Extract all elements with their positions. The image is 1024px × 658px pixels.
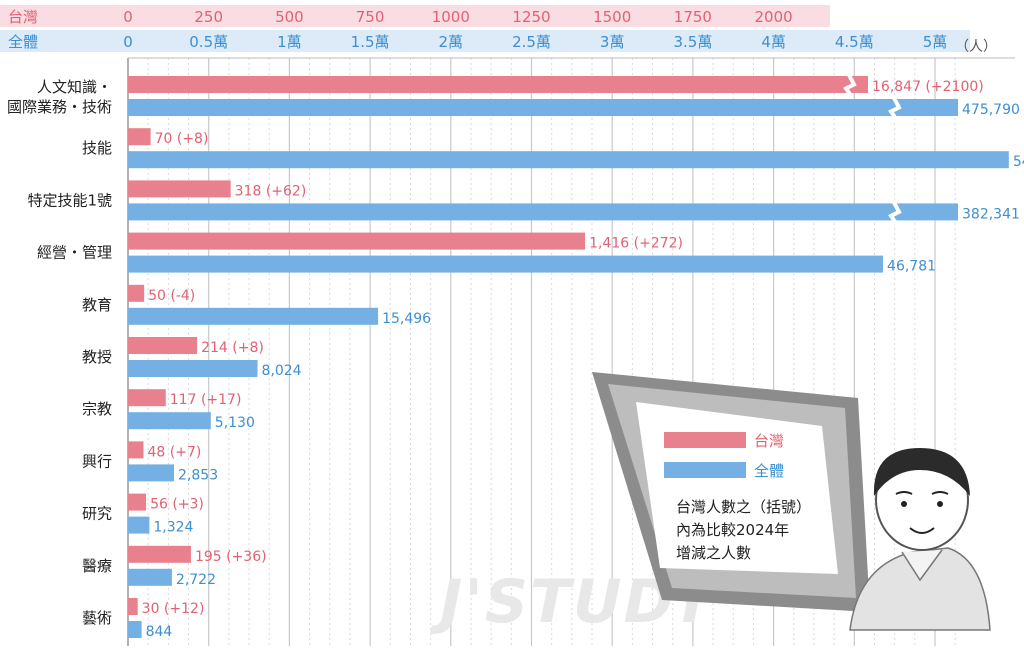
total-tick-label: 0 [123,33,133,51]
category-label: 人文知識・ [37,78,112,96]
taiwan-value-label: 117 (+17) [170,392,242,408]
total-value-label: 54,574 [1013,154,1024,170]
taiwan-value-label: 50 (-4) [148,288,195,304]
category-label: 特定技能1號 [27,191,112,209]
taiwan-tick-label: 1000 [432,8,470,26]
total-value-label: 1,324 [153,520,193,536]
taiwan-value-label: 195 (+36) [195,549,267,565]
total-bar [128,412,211,430]
total-axis-band [0,30,970,52]
total-bar [128,203,958,221]
legend-swatch-total [664,462,746,478]
taiwan-bar [128,389,166,407]
category-label: 技能 [82,139,112,157]
total-value-label: 8,024 [262,363,302,379]
taiwan-value-label: 70 (+8) [155,131,209,147]
total-tick-label: 1萬 [277,33,302,51]
total-bar [128,151,1009,169]
bars: 16,847 (+2100) 475,790 70 (+8) 54,574 318 (+… [128,72,1024,640]
legend-label-taiwan: 台灣 [754,432,784,450]
total-bar [128,307,379,325]
total-bar [128,255,884,273]
legend-note-line3: 增減之人數 [676,544,751,562]
taiwan-value-label: 16,847 (+2100) [872,79,984,95]
axis-break-mark [888,199,902,226]
total-value-label: 46,781 [887,259,936,275]
taiwan-bar [128,493,147,511]
legend-note-line2: 內為比較2024年 [676,521,789,539]
taiwan-value-label: 30 (+12) [142,601,205,617]
total-value-label: 5,130 [215,415,255,431]
axis-break-mark [888,95,902,122]
total-tick-label: 3萬 [600,33,625,51]
total-tick-label: 3.5萬 [673,33,712,51]
legend-board: 台灣 全體 台灣人數之（括號） 內為比較2024年 增減之人數 [592,372,870,612]
total-tick-label: 4萬 [761,33,786,51]
taiwan-bar [128,337,198,354]
legend-label-total: 全體 [754,462,784,480]
total-value-label: 382,341 [962,206,1020,222]
taiwan-value-label: 56 (+3) [150,497,204,513]
taiwan-value-label: 214 (+8) [201,340,264,356]
category-label: 興行 [82,452,112,470]
total-value-label: 2,722 [176,572,216,588]
unit-label: （人） [955,39,997,55]
total-tick-label: 5萬 [923,33,948,51]
legend-note-line1: 台灣人數之（括號） [676,498,811,516]
category-label: 教授 [82,348,112,366]
person-illustration [849,448,991,631]
category-label: 研究 [82,505,112,523]
taiwan-tick-label: 750 [356,8,385,26]
taiwan-tick-label: 0 [123,8,133,26]
total-tick-label: 1.5萬 [351,33,390,51]
taiwan-axis-band [0,5,830,27]
category-label: 藝術 [82,609,112,627]
total-axis-label: 全體 [8,33,38,51]
total-bar [128,516,150,534]
taiwan-bar [128,76,868,93]
taiwan-axis-label: 台灣 [8,8,38,26]
total-tick-label: 4.5萬 [835,33,874,51]
category-label: 經營・管理 [37,244,112,262]
taiwan-tick-label: 2000 [755,8,793,26]
total-tick-label: 2萬 [439,33,464,51]
taiwan-bar [128,441,144,459]
total-value-label: 15,496 [382,311,431,327]
total-value-label: 2,853 [178,467,218,483]
taiwan-tick-label: 250 [194,8,223,26]
taiwan-value-label: 48 (+7) [147,444,201,460]
category-label: 教育 [82,296,112,314]
total-value-label: 475,790 [962,102,1020,118]
taiwan-bar [128,180,231,198]
taiwan-bar [128,284,145,302]
taiwan-bar [128,545,191,563]
taiwan-value-label: 1,416 (+272) [589,236,683,252]
taiwan-tick-label: 1750 [674,8,712,26]
total-value-label: 844 [146,624,173,640]
total-bar [128,99,958,116]
axis-break-mark [843,72,857,99]
category-label: 醫療 [82,557,112,575]
total-bar [128,360,258,377]
taiwan-value-label: 318 (+62) [235,183,307,199]
total-tick-label: 0.5萬 [189,33,228,51]
legend-swatch-taiwan [664,432,746,448]
category-label: 國際業務・技術 [7,98,112,116]
total-bar [128,568,172,586]
taiwan-bar [128,232,586,250]
taiwan-tick-label: 500 [275,8,304,26]
taiwan-bar [128,598,138,615]
taiwan-bar [128,128,151,146]
taiwan-tick-label: 1500 [593,8,631,26]
total-bar [128,464,175,482]
tick-labels: 0 250 500 750 1000 1250 1500 1750 2000 0 0.5萬 1萬 1.5… [123,8,947,51]
total-tick-label: 2.5萬 [512,33,551,51]
taiwan-tick-label: 1250 [512,8,550,26]
total-bar [128,621,142,638]
category-label: 宗教 [82,400,112,418]
